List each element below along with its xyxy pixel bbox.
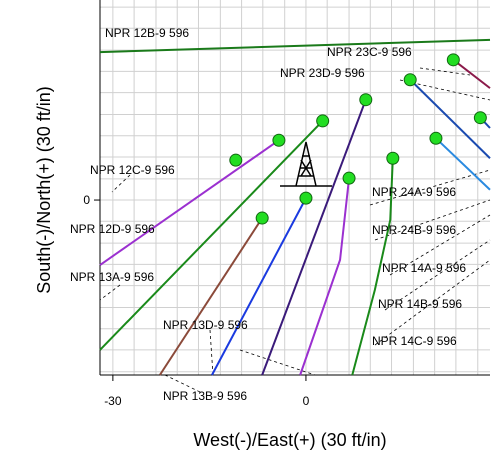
well-path <box>299 178 351 376</box>
well-head <box>272 133 286 147</box>
well-path <box>452 59 491 89</box>
well-head <box>359 93 373 107</box>
well-head <box>446 53 460 67</box>
drilling-rig <box>280 141 332 187</box>
well-label: NPR 12D-9 596 <box>70 222 155 236</box>
well-head <box>255 211 269 225</box>
well-path <box>435 137 491 191</box>
well-label: NPR 14C-9 596 <box>372 334 457 348</box>
well-head <box>429 131 443 145</box>
well-label: NPR 13B-9 596 <box>163 389 247 403</box>
well-head <box>473 111 487 125</box>
well-label: NPR 24B-9 596 <box>372 223 456 237</box>
y-tick-label: 0 <box>83 193 90 207</box>
well-label: NPR 12B-9 596 <box>105 26 189 40</box>
well-head <box>316 114 330 128</box>
well-label: NPR 13A-9 596 <box>70 270 154 284</box>
well-label: NPR 24A-9 596 <box>372 185 456 199</box>
well-label: NPR 12C-9 596 <box>90 163 175 177</box>
well-label: NPR 23C-9 596 <box>327 45 412 59</box>
y-axis-label: South(-)/North(+) (30 ft/in) <box>34 86 54 294</box>
well-label: NPR 13D-9 596 <box>163 318 248 332</box>
well-path <box>99 38 491 54</box>
well-label: NPR 23D-9 596 <box>280 66 365 80</box>
leader-lines <box>99 67 491 393</box>
well-head <box>386 151 400 165</box>
well-head <box>342 171 356 185</box>
well-head <box>229 153 243 167</box>
well-path <box>261 99 367 376</box>
well-path <box>351 158 394 376</box>
well-path <box>99 120 324 351</box>
well-path <box>159 217 264 376</box>
well-label: NPR 14B-9 596 <box>378 297 462 311</box>
well-path <box>99 139 280 266</box>
well-head <box>403 73 417 87</box>
well-path <box>211 197 307 376</box>
x-axis-label: West(-)/East(+) (30 ft/in) <box>193 430 386 450</box>
well-path <box>409 79 491 159</box>
x-tick-label: 0 <box>303 394 310 408</box>
x-tick-label: -30 <box>104 394 122 408</box>
well-head <box>299 191 313 205</box>
well-label: NPR 14A-9 596 <box>382 261 466 275</box>
